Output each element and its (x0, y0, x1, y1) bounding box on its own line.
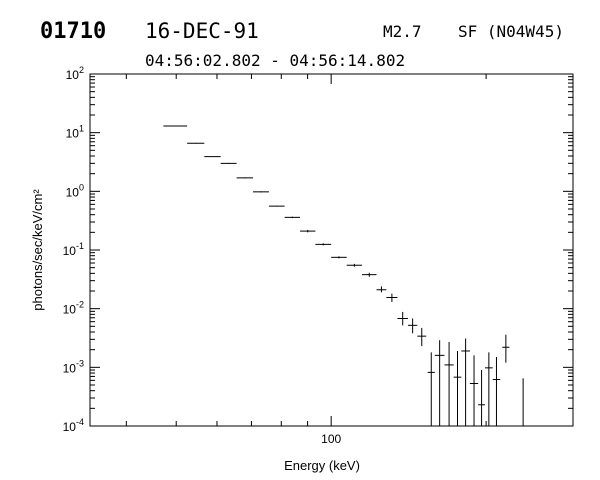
data-point (268, 205, 285, 207)
data-point (163, 125, 188, 127)
time-range: 04:56:02.802 - 04:56:14.802 (145, 51, 405, 70)
data-point (502, 334, 510, 363)
x-tick-label: 100 (321, 432, 341, 446)
flare-location: SF (N04W45) (458, 22, 564, 41)
y-tick-label: 10-4 (63, 417, 84, 434)
data-point (386, 293, 398, 302)
data-point (484, 352, 493, 426)
axis-ticks (90, 73, 573, 427)
data-point (346, 263, 363, 267)
x-tick-labels: 100 (321, 432, 341, 446)
data-point (331, 256, 347, 259)
data-point (427, 352, 435, 426)
data-point (444, 342, 454, 426)
y-tick-label: 10-1 (63, 241, 84, 258)
y-tick-label: 101 (66, 124, 84, 141)
data-point (461, 338, 470, 426)
data-point (284, 216, 301, 219)
data-point (397, 311, 408, 326)
event-date: 16-DEC-91 (145, 19, 259, 43)
data-point (434, 340, 445, 426)
data-point (187, 142, 205, 144)
data-point (300, 229, 316, 233)
data-point (253, 191, 269, 193)
y-tick-label: 10-3 (63, 358, 84, 375)
data-point (315, 243, 332, 246)
data-point (453, 350, 462, 426)
data-point (492, 357, 501, 426)
data-points (163, 125, 524, 426)
data-point (469, 355, 479, 426)
data-point (417, 327, 427, 347)
data-point (220, 162, 237, 164)
data-point (407, 318, 418, 334)
data-point (204, 156, 221, 158)
data-point (236, 177, 254, 179)
plot-frame (89, 73, 574, 427)
flare-class: M2.7 (383, 22, 422, 41)
y-tick-labels: 102 101 100 10-1 10-2 10-3 10-4 (63, 65, 84, 434)
y-tick-label: 10-2 (63, 300, 84, 317)
y-tick-label: 100 (66, 182, 84, 199)
y-axis-label: photons/sec/keV/cm² (30, 189, 45, 311)
data-point (478, 370, 485, 426)
event-id: 01710 (40, 19, 106, 44)
data-point (362, 272, 377, 277)
x-axis-label: Energy (keV) (284, 458, 360, 473)
y-tick-label: 102 (66, 65, 84, 82)
data-point (376, 286, 387, 293)
